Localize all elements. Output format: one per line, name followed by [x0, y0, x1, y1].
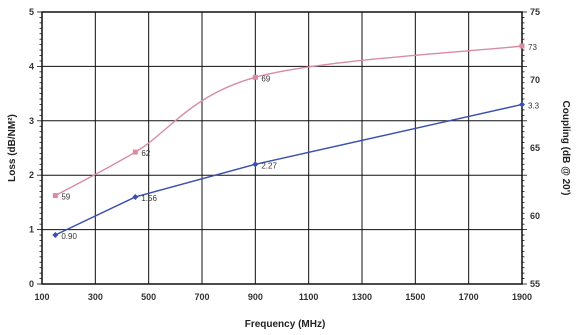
series-1-point — [252, 161, 259, 168]
series-2-point — [52, 193, 58, 199]
axes: 100 300 500 700 900 1100 1300 1500 1700 1900 0 1 2 3 4… — [29, 7, 540, 302]
y-axis-left-title: Loss (dB/NM²) — [7, 114, 18, 182]
series-1-data-label: 1.56 — [141, 194, 157, 203]
x-tick-label: 700 — [194, 292, 209, 302]
y-right-tick-label: 60 — [530, 211, 540, 221]
series-1-data-label: 2.27 — [261, 161, 277, 170]
y-right-tick-label: 55 — [530, 279, 540, 289]
series-2-data-label: 73 — [528, 43, 537, 52]
series-lines — [54, 45, 523, 236]
y-left-tick-label: 1 — [29, 225, 34, 235]
plot-frame — [41, 11, 523, 285]
series-1-data-label: 0.90 — [61, 232, 77, 241]
series-2-data-label: 62 — [141, 149, 150, 158]
data-labels: 0.90 1.56 2.27 3.3 59 62 69 73 — [61, 43, 539, 241]
y-left-tick-label: 3 — [29, 116, 34, 126]
series-line-2 — [54, 45, 523, 197]
x-tick-label: 1900 — [512, 292, 532, 302]
y-axis-right-title: Coupling (dB @ 20') — [560, 101, 571, 196]
series-1-point — [132, 193, 139, 200]
x-axis-title: Frequency (MHz) — [245, 319, 326, 330]
x-tick-label: 1100 — [299, 292, 319, 302]
series-2-point — [519, 43, 525, 49]
series-2-data-label: 69 — [261, 74, 270, 83]
y-left-tick-label: 0 — [29, 279, 34, 289]
series-1-point — [52, 232, 59, 239]
series-2-point — [252, 74, 258, 80]
x-tick-label: 100 — [34, 292, 49, 302]
y-left-tick-label: 5 — [29, 7, 34, 17]
y-right-tick-label: 70 — [530, 75, 540, 85]
x-tick-label: 900 — [248, 292, 263, 302]
grid-lines — [41, 11, 523, 285]
series-2-data-label: 59 — [61, 193, 70, 202]
series-1-point — [519, 101, 525, 108]
x-tick-label: 1500 — [405, 292, 425, 302]
series-1-data-label: 3.3 — [528, 101, 540, 110]
series-markers — [52, 43, 525, 239]
x-tick-label: 1300 — [352, 292, 372, 302]
series-2-point — [132, 149, 138, 155]
series-line-1 — [55, 103, 523, 236]
y-left-tick-label: 4 — [29, 61, 34, 71]
x-tick-label: 500 — [141, 292, 156, 302]
y-left-tick-label: 2 — [29, 170, 34, 180]
x-tick-label: 300 — [88, 292, 103, 302]
x-tick-label: 1700 — [459, 292, 479, 302]
y-right-tick-label: 75 — [530, 7, 540, 17]
y-right-tick-label: 65 — [530, 143, 540, 153]
